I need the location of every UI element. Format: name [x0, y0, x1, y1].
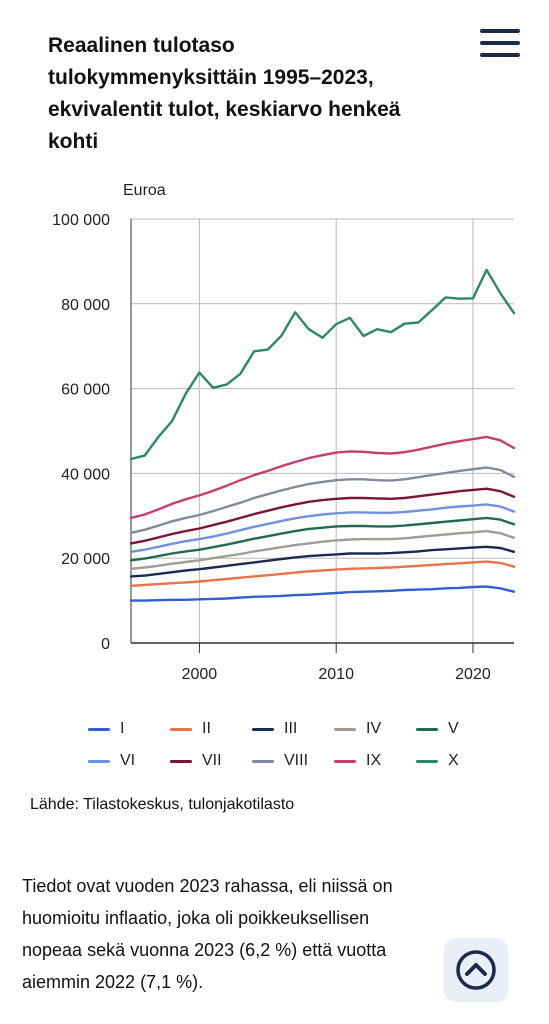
- legend-item-vii: VII: [170, 750, 252, 772]
- x-tick-label: 2010: [318, 666, 354, 683]
- legend-label: I: [120, 720, 125, 737]
- body-paragraph: Tiedot ovat vuoden 2023 rahassa, eli nii…: [22, 870, 492, 998]
- x-tick-label: 2020: [455, 666, 491, 683]
- chart-title: Reaalinen tulotaso tulokymmenyksittäin 1…: [48, 30, 448, 158]
- chart-title-line-1: Reaalinen tulotaso: [48, 34, 235, 57]
- legend-swatch: [252, 727, 274, 731]
- series-line-vii: [129, 487, 516, 545]
- y-tick-label: 40 000: [61, 466, 110, 483]
- legend-swatch: [334, 759, 356, 763]
- legend-item-viii: VIII: [252, 750, 334, 772]
- legend-label: IX: [366, 752, 382, 769]
- legend-item-v: V: [416, 718, 498, 740]
- legend-label: II: [202, 720, 211, 737]
- legend-swatch: [170, 727, 192, 731]
- legend-label: X: [448, 752, 459, 769]
- menu-bar: [480, 53, 520, 57]
- menu-bar: [480, 41, 520, 45]
- legend-item-ii: II: [170, 718, 252, 740]
- legend-swatch: [416, 727, 438, 731]
- series-line-viii: [129, 466, 516, 534]
- body-line: huomioitu inflaatio, joka oli poikkeukse…: [22, 908, 370, 928]
- source-note: Lähde: Tilastokeskus, tulonjakotilasto: [30, 796, 295, 813]
- series-line-ix: [129, 435, 516, 520]
- series-line-i: [129, 585, 516, 602]
- menu-bar: [480, 29, 520, 33]
- body-line: Tiedot ovat vuoden 2023 rahassa, eli nii…: [22, 876, 393, 896]
- hamburger-menu-icon[interactable]: [480, 26, 520, 60]
- y-tick-label: 80 000: [61, 297, 110, 314]
- legend-swatch: [88, 759, 110, 763]
- series-line-vi: [129, 503, 516, 553]
- legend-item-i: I: [88, 718, 170, 740]
- legend-swatch: [416, 759, 438, 763]
- legend-label: VII: [202, 752, 222, 769]
- legend-item-ix: IX: [334, 750, 416, 772]
- legend-swatch: [88, 727, 110, 731]
- legend-label: IV: [366, 720, 382, 737]
- legend-label: VIII: [284, 752, 309, 769]
- chart-title-line-2: tulokymmenyksittäin 1995–2023,: [48, 66, 374, 89]
- legend-label: VI: [120, 752, 136, 769]
- series-line-iii: [129, 545, 516, 578]
- y-tick-label: 20 000: [61, 551, 110, 568]
- legend-swatch: [170, 759, 192, 763]
- series-line-x: [129, 268, 516, 461]
- y-tick-label: 0: [101, 636, 110, 653]
- y-tick-label: 60 000: [61, 382, 110, 399]
- legend-label: V: [448, 720, 459, 737]
- chevron-up-icon: [456, 950, 496, 990]
- x-tick-label: 2000: [182, 666, 218, 683]
- chart-title-line-4: kohti: [48, 130, 99, 153]
- legend-item-vi: VI: [88, 750, 170, 772]
- y-tick-label: 100 000: [52, 212, 110, 229]
- series-line-v: [129, 516, 516, 562]
- legend-swatch: [334, 727, 356, 731]
- legend-swatch: [252, 759, 274, 763]
- series-line-iv: [129, 529, 516, 570]
- scroll-to-top-button[interactable]: [444, 938, 508, 1002]
- series-line-ii: [129, 560, 516, 587]
- chart-title-line-3: ekvivalentit tulot, keskiarvo henkeä: [48, 98, 401, 121]
- line-chart: 0 20 000 40 000 60 000 80 000 100 000 2000 2010…: [52, 212, 516, 683]
- body-line: aiemmin 2022 (7,1 %).: [22, 972, 204, 992]
- body-line: nopeaa sekä vuonna 2023 (6,2 %) että vuo…: [22, 940, 387, 960]
- legend-item-x: X: [416, 750, 498, 772]
- legend-item-iii: III: [252, 718, 334, 740]
- y-axis-unit-label: Euroa: [123, 182, 166, 199]
- legend-item-iv: IV: [334, 718, 416, 740]
- legend-label: III: [284, 720, 298, 737]
- chart-legend: I II III IV V VI VII VIII IX X: [88, 718, 508, 772]
